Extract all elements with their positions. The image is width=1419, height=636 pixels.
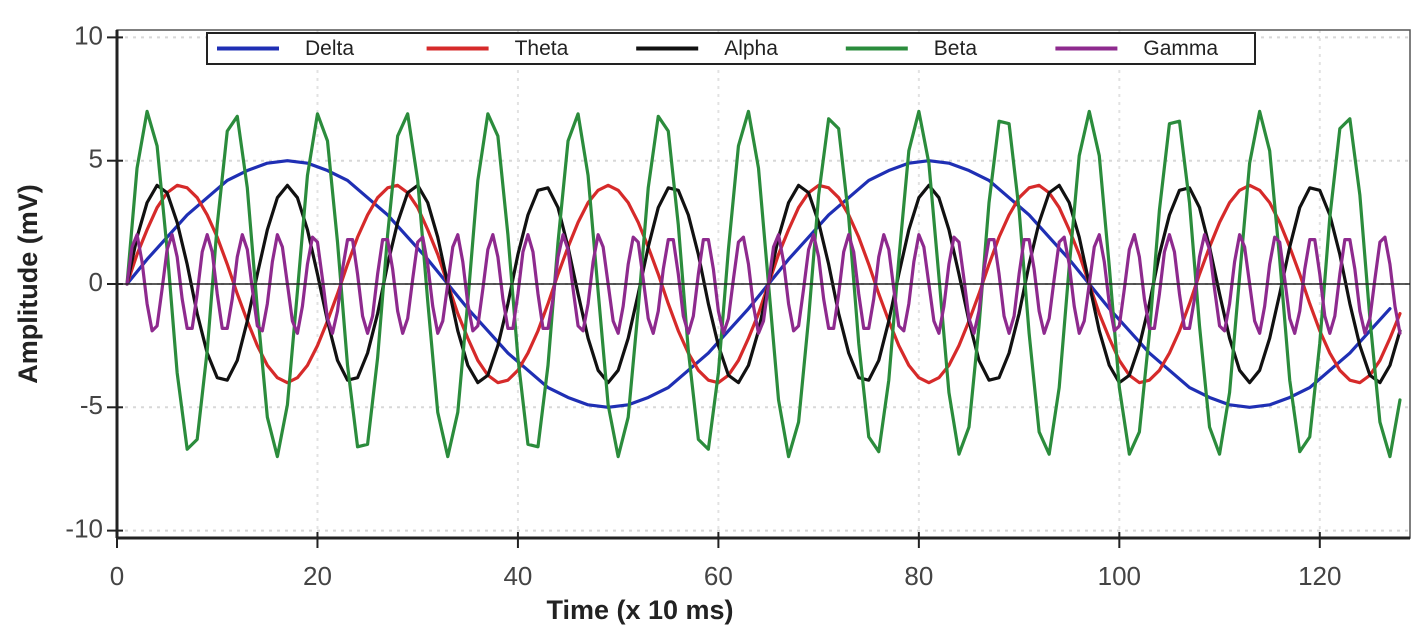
x-tick-label: 0 — [110, 561, 124, 591]
x-tick-label: 100 — [1098, 561, 1141, 591]
legend-label: Theta — [515, 37, 569, 60]
series-line — [125, 159, 1392, 409]
x-tick-label: 80 — [904, 561, 933, 591]
x-tick-label: 120 — [1298, 561, 1341, 591]
legend-label: Delta — [305, 37, 354, 60]
legend-label: Alpha — [724, 37, 778, 60]
y-tick-label: -5 — [80, 390, 103, 420]
plot-lines — [125, 109, 1402, 459]
legend-label: Gamma — [1143, 37, 1218, 60]
series-line — [125, 109, 1402, 459]
y-axis-title: Amplitude (mV) — [13, 184, 43, 384]
x-tick-label: 40 — [503, 561, 532, 591]
x-tick-label: 60 — [704, 561, 733, 591]
series-line — [125, 233, 1402, 335]
y-tick-label: 0 — [89, 267, 103, 297]
y-tick-label: 5 — [89, 144, 103, 174]
legend: Delta Theta Alpha Beta Gamma — [206, 32, 1256, 65]
y-tick-label: 10 — [74, 20, 103, 50]
y-tick-label: -10 — [65, 513, 103, 543]
x-tick-label: 20 — [303, 561, 332, 591]
legend-label: Beta — [934, 37, 978, 60]
x-axis-title: Time (x 10 ms) — [546, 595, 733, 625]
